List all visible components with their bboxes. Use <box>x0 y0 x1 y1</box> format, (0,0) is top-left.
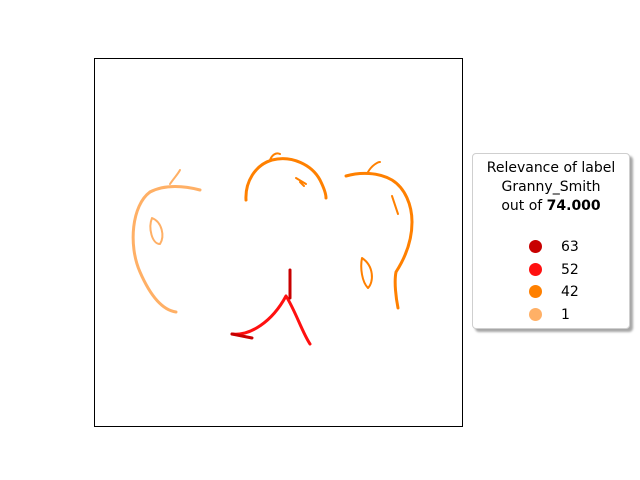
middle-apple-stem <box>269 152 281 161</box>
bottom-highlight-base <box>230 332 254 340</box>
legend-marker-52 <box>529 263 542 276</box>
legend: Relevance of label Granny_Smith out of 7… <box>472 153 630 329</box>
bottom-highlight-curve <box>230 294 312 346</box>
legend-label-1: 1 <box>561 307 570 323</box>
left-apple-spot <box>149 217 164 245</box>
legend-title-line1: Relevance of label <box>486 160 616 176</box>
right-apple-side <box>393 220 414 310</box>
right-apple-top <box>344 171 414 224</box>
legend-marker-63 <box>529 240 542 253</box>
right-apple-stem <box>367 161 381 173</box>
right-apple-spot <box>360 257 373 289</box>
legend-max-value: 74.000 <box>546 198 601 214</box>
plot-frame <box>94 58 463 427</box>
legend-title-line2: Granny_Smith <box>501 179 601 195</box>
legend-title: Relevance of label Granny_Smith out of 7… <box>473 159 629 216</box>
left-apple-top <box>148 185 202 194</box>
legend-label-52: 52 <box>561 262 579 278</box>
middle-apple-outline <box>244 157 328 202</box>
middle-apple-spots <box>295 177 307 187</box>
left-apple-stem <box>169 169 181 185</box>
legend-title-prefix: out of <box>501 198 547 214</box>
legend-label-42: 42 <box>561 284 579 300</box>
left-apple-outline <box>131 190 178 314</box>
legend-label-63: 63 <box>561 239 579 255</box>
legend-marker-1 <box>529 308 542 321</box>
right-apple-mark <box>391 195 399 215</box>
legend-marker-42 <box>529 285 542 298</box>
relevance-outlines <box>131 152 414 346</box>
